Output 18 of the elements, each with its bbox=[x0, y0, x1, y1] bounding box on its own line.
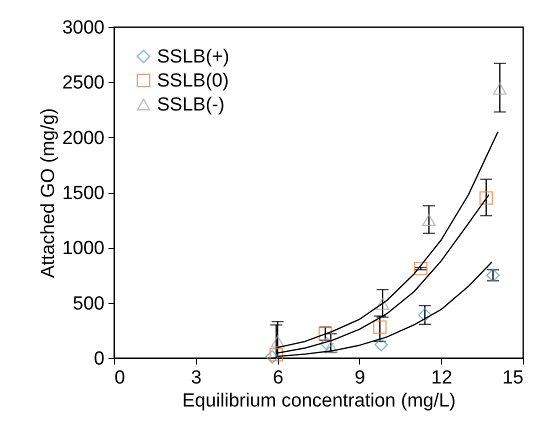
y-tick-label: 2000 bbox=[62, 128, 104, 149]
legend-label: SSLB(+) bbox=[157, 46, 230, 68]
y-tick-label: 1000 bbox=[62, 238, 104, 260]
y-tick-label: 1500 bbox=[62, 183, 104, 204]
x-tick-label: 15 bbox=[502, 368, 524, 388]
y-tick-label: 500 bbox=[72, 293, 104, 314]
x-tick-label: 0 bbox=[114, 368, 126, 388]
x-axis-title: Equilibrium concentration (mg/L) bbox=[182, 390, 456, 412]
legend-label: SSLB(-) bbox=[157, 94, 225, 116]
y-tick-label: 0 bbox=[94, 348, 104, 370]
x-tick-label: 3 bbox=[191, 368, 202, 388]
y-tick-label: 2500 bbox=[62, 72, 104, 94]
x-tick-label: 9 bbox=[354, 368, 366, 388]
x-tick-label: 12 bbox=[431, 368, 452, 388]
x-tick-label: 6 bbox=[272, 368, 284, 388]
legend-label: SSLB(0) bbox=[157, 70, 229, 92]
y-tick-label: 3000 bbox=[62, 18, 104, 38]
y-axis-title: Attached GO (mg/g) bbox=[38, 108, 60, 278]
